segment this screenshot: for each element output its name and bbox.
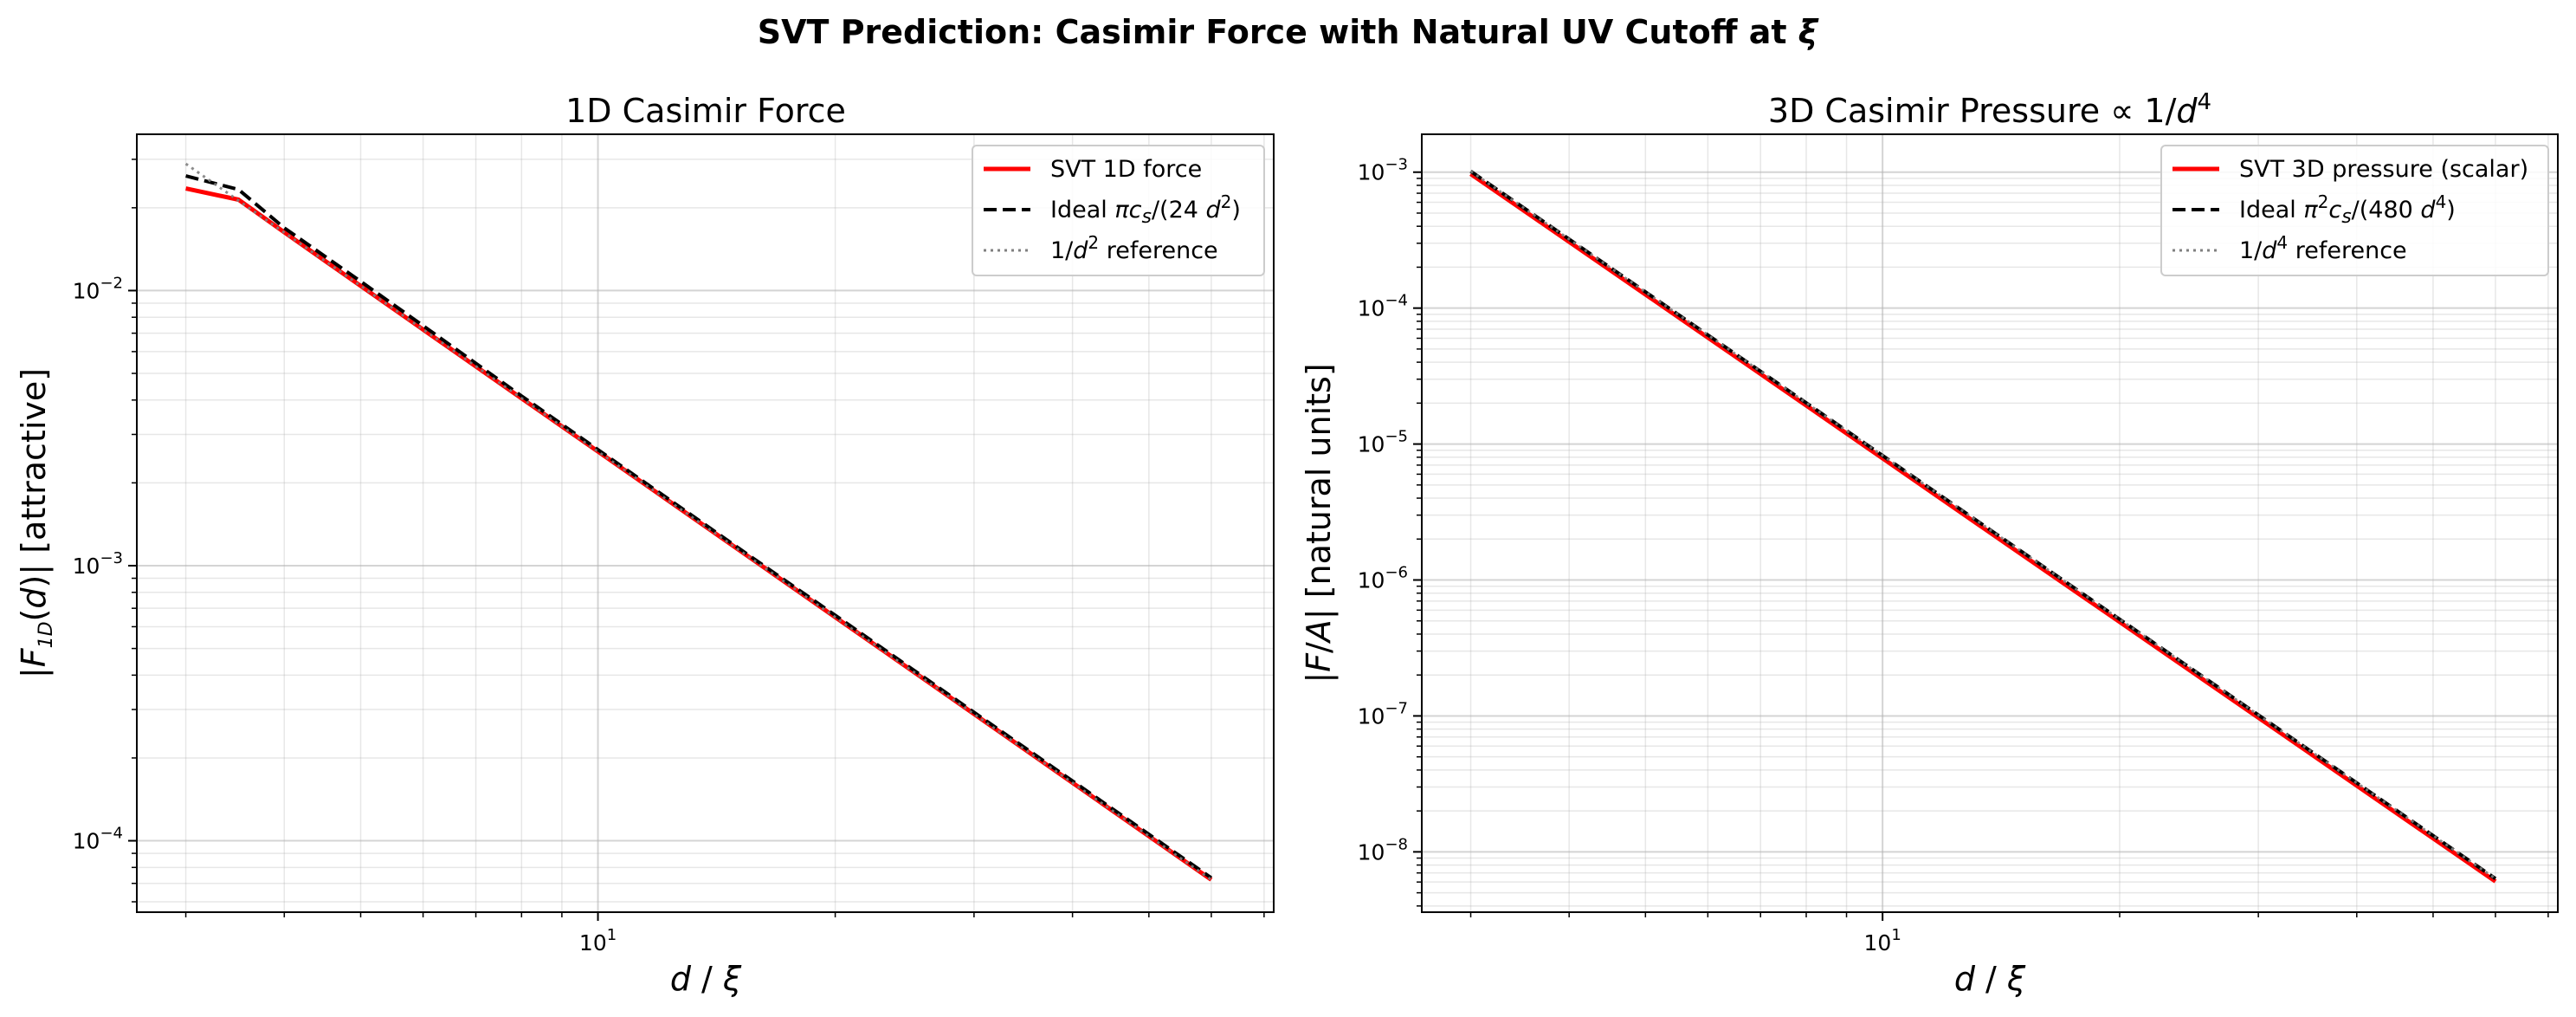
plot-frame [136,133,1275,913]
legend-label-reference: 1/d2 reference [1050,232,1218,264]
y-tick-label: 10−3 [73,549,123,579]
chart-title: 1D Casimir Force [565,92,846,130]
axis-ticks: 101 10−2 10−3 10−4 [73,159,1265,955]
y-tick-label: 10−2 [73,274,123,303]
x-axis-label: d / ξ [1954,960,2026,998]
legend-box [972,145,1265,276]
y-tick-label: 10−3 [1358,156,1408,185]
x-tick-label: 101 [1864,926,1901,955]
chart-title: 3D Casimir Pressure ∝ 1/d4 [1768,89,2211,130]
major-grid [137,134,1274,912]
plot-frame [1421,133,2559,913]
y-tick-label: 10−4 [73,825,123,854]
y-axis-label: |F1D(d)| [attractive] [15,368,57,678]
axis-ticks: 101 10−3 10−4 10−5 10−6 10−7 10−8 [1358,156,2549,955]
y-tick-label: 10−8 [1358,835,1408,865]
x-tick-label: 101 [579,926,617,955]
minor-grid [137,134,1274,912]
series-line-dashed [1469,170,2497,880]
series-line-solid [1469,172,2497,884]
series-line-dashed [185,174,1213,880]
legend-label-ideal: Ideal π2cs/(480 d4) [2239,191,2456,228]
y-tick-label: 10−4 [1358,292,1408,321]
panel-3d-casimir-pressure: 3D Casimir Pressure ∝ 1/d4 10110−310−410… [1300,89,2559,998]
legend: SVT 1D force Ideal πcs/(24 d2) 1/d2 refe… [972,145,1265,276]
y-axis-label: |F/A| [natural units] [1300,363,1339,683]
series-line-dotted [184,162,1212,881]
legend-label-reference: 1/d4 reference [2239,232,2407,264]
legend-label-svt: SVT 1D force [1050,156,1202,183]
y-tick-label: 10−7 [1358,699,1408,729]
legend-label-svt: SVT 3D pressure (scalar) [2239,156,2528,183]
series-group [1469,170,2497,884]
y-tick-label: 10−5 [1358,428,1408,457]
x-axis-label: d / ξ [670,960,742,998]
legend-label-ideal: Ideal πcs/(24 d2) [1050,191,1241,228]
legend: SVT 3D pressure (scalar) Ideal π2cs/(480… [2160,145,2549,276]
series-group [184,162,1213,882]
legend-box [2160,145,2549,276]
figure-suptitle: SVT Prediction: Casimir Force with Natur… [758,13,1819,51]
y-tick-label: 10−6 [1358,564,1408,593]
panel-1d-casimir-force: 1D Casimir Force 101 10−2 10−3 10−4 d / ξ |… [15,92,1275,998]
